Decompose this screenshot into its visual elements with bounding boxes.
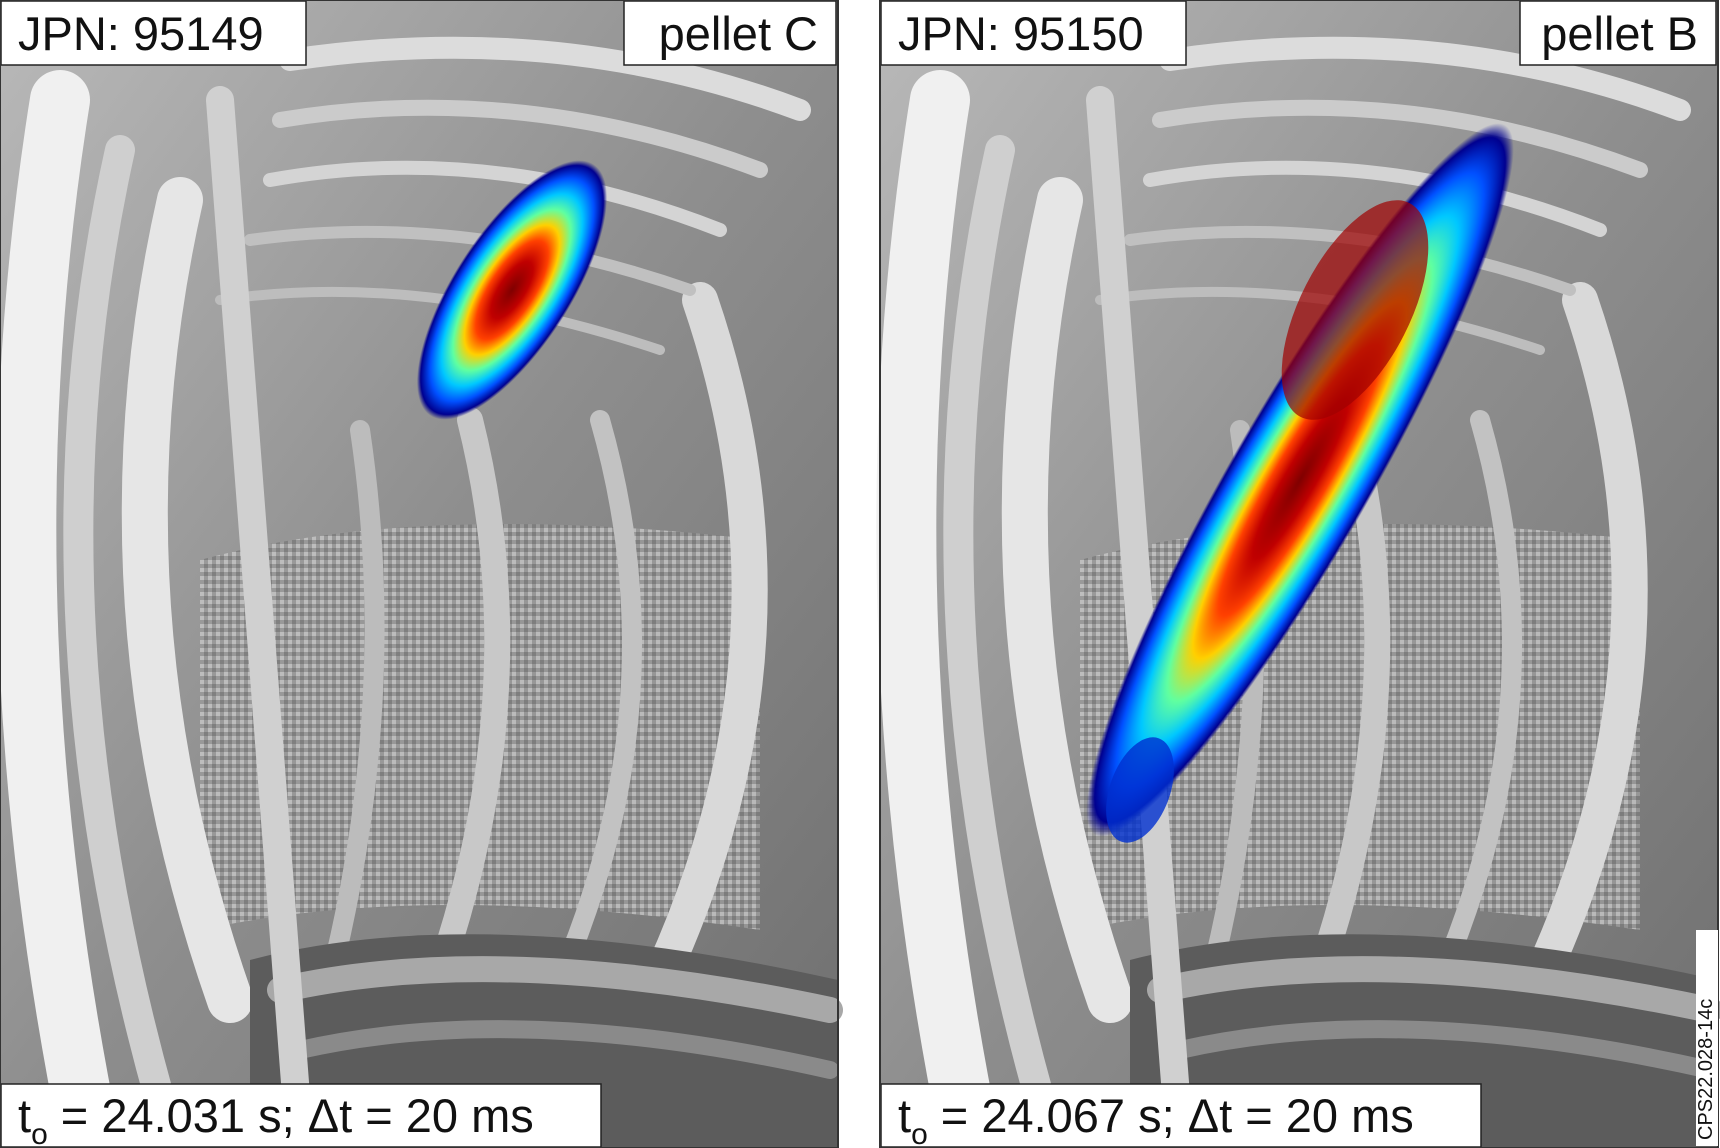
pellet-core [1281, 200, 1429, 420]
time-symbol: t [18, 1089, 31, 1142]
pulse-label: JPN: 95149 [18, 7, 264, 60]
time-subscript: o [31, 1118, 48, 1148]
pellet-tail [1106, 737, 1174, 843]
camera-image [0, 0, 838, 1148]
figure-id: CPS22.028-14c [1695, 999, 1717, 1140]
pellet-label: pellet C [659, 7, 818, 60]
pellet-emission [416, 160, 608, 420]
time-label: to = 24.031 s; Δt = 20 ms [18, 1089, 534, 1148]
time-value: = 24.031 s; Δt = 20 ms [48, 1089, 534, 1142]
pulse-box [0, 0, 307, 66]
panel-frame [0, 0, 839, 1148]
pulse-label: JPN: 95150 [898, 7, 1144, 60]
figure-id-box [1696, 930, 1718, 1146]
time-value: = 24.067 s; Δt = 20 ms [928, 1089, 1414, 1142]
time-label: to = 24.067 s; Δt = 20 ms [898, 1089, 1414, 1148]
pellet-box [623, 0, 837, 66]
panel-right: JPN: 95150 pellet B to = 24.067 s; Δt = … [880, 0, 1718, 1148]
time-subscript: o [911, 1118, 928, 1148]
panel-frame [879, 0, 1719, 1148]
panel-left: JPN: 95149 pellet C to = 24.031 s; Δt = … [0, 0, 838, 1148]
time-symbol: t [898, 1089, 911, 1142]
pellet-label: pellet B [1541, 7, 1698, 60]
time-box [880, 1083, 1482, 1148]
